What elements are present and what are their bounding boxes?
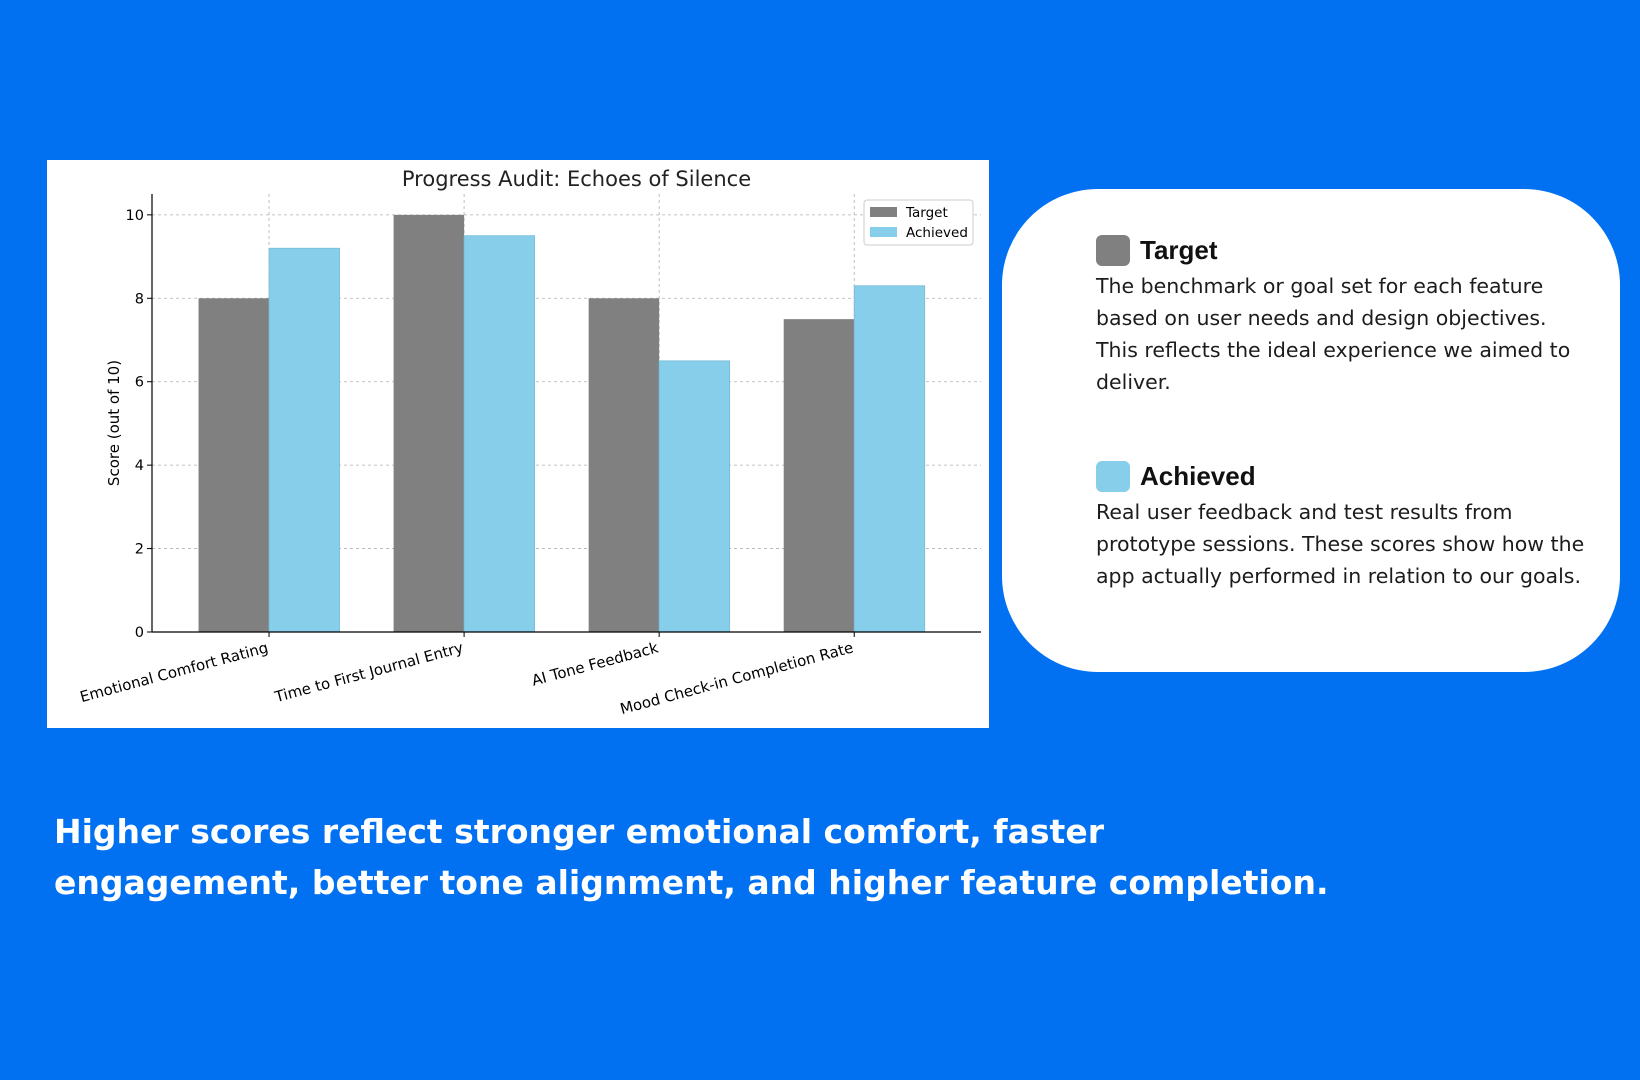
chart-panel: 0 2 4 6 8 10 Emotional Comfort Rating Time to F… <box>47 160 989 728</box>
target-swatch <box>1096 235 1130 266</box>
achieved-bar <box>853 285 926 633</box>
target-legend-description: The benchmark or goal set for each featu… <box>1096 274 1571 394</box>
x-tick-label: Emotional Comfort Rating <box>78 638 270 706</box>
achieved-legend-swatch <box>870 227 897 237</box>
y-tick-label: 2 <box>135 542 144 558</box>
achieved-bar <box>268 247 340 633</box>
chart-title: Progress Audit: Echoes of Silence <box>402 167 751 191</box>
target-bar <box>393 214 465 632</box>
y-tick-label: 6 <box>135 375 144 391</box>
achieved-bar <box>658 360 731 633</box>
achieved-legend-title: Achieved <box>1140 461 1256 491</box>
y-tick-label: 10 <box>126 208 144 224</box>
x-tick-label: AI Tone Feedback <box>530 638 661 689</box>
achieved-legend-label: Achieved <box>906 225 968 241</box>
achieved-legend-description: Real user feedback and test results from… <box>1096 500 1585 588</box>
y-tick-label: 0 <box>135 625 144 641</box>
legend-explanation-card: Target The benchmark or goal set for eac… <box>1002 189 1620 672</box>
target-legend-label: Target <box>905 205 948 221</box>
achieved-swatch <box>1096 461 1130 492</box>
target-legend-swatch <box>870 207 897 217</box>
target-bar <box>588 298 660 632</box>
target-bar <box>783 319 855 632</box>
target-legend-block: Target The benchmark or goal set for eac… <box>1096 235 1586 398</box>
achieved-bar <box>463 235 535 633</box>
x-tick-label: Time to First Journal Entry <box>272 638 465 706</box>
bar-chart: 0 2 4 6 8 10 Emotional Comfort Rating Time to F… <box>78 167 981 718</box>
achieved-legend-block: Achieved Real user feedback and test res… <box>1096 461 1586 592</box>
y-tick-label: 4 <box>135 458 144 474</box>
y-axis-label: Score (out of 10) <box>105 360 123 486</box>
target-bar <box>198 298 270 632</box>
target-legend-title: Target <box>1140 235 1218 265</box>
y-tick-label: 8 <box>135 291 144 307</box>
footer-caption: Higher scores reflect stronger emotional… <box>54 812 1329 902</box>
